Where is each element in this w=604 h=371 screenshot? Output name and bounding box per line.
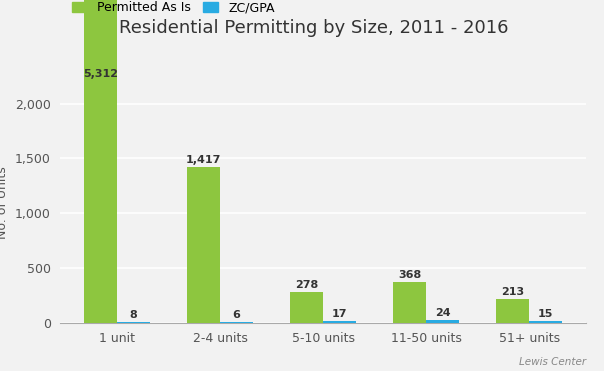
Bar xyxy=(529,321,562,323)
Text: 24: 24 xyxy=(435,308,451,318)
Text: 17: 17 xyxy=(332,309,347,319)
Bar xyxy=(220,322,253,323)
Bar xyxy=(84,0,117,323)
Text: 15: 15 xyxy=(538,309,553,319)
Bar xyxy=(323,321,356,323)
Bar xyxy=(117,322,150,323)
Text: 368: 368 xyxy=(398,270,422,280)
Bar xyxy=(496,299,529,323)
Text: 1,417: 1,417 xyxy=(186,155,221,165)
Legend: Permitted As Is, ZC/GPA: Permitted As Is, ZC/GPA xyxy=(66,0,280,19)
Text: 6: 6 xyxy=(233,310,240,320)
Text: 278: 278 xyxy=(295,280,318,290)
Text: 213: 213 xyxy=(501,287,524,297)
Bar xyxy=(393,282,426,323)
Text: Residential Permitting by Size, 2011 - 2016: Residential Permitting by Size, 2011 - 2… xyxy=(120,19,509,37)
Text: Lewis Center: Lewis Center xyxy=(519,357,586,367)
Text: 5,312: 5,312 xyxy=(83,69,118,79)
Bar xyxy=(290,292,323,323)
Bar xyxy=(187,167,220,323)
Text: 8: 8 xyxy=(130,310,138,320)
Y-axis label: No. of Units: No. of Units xyxy=(0,166,9,239)
Bar xyxy=(426,320,459,323)
